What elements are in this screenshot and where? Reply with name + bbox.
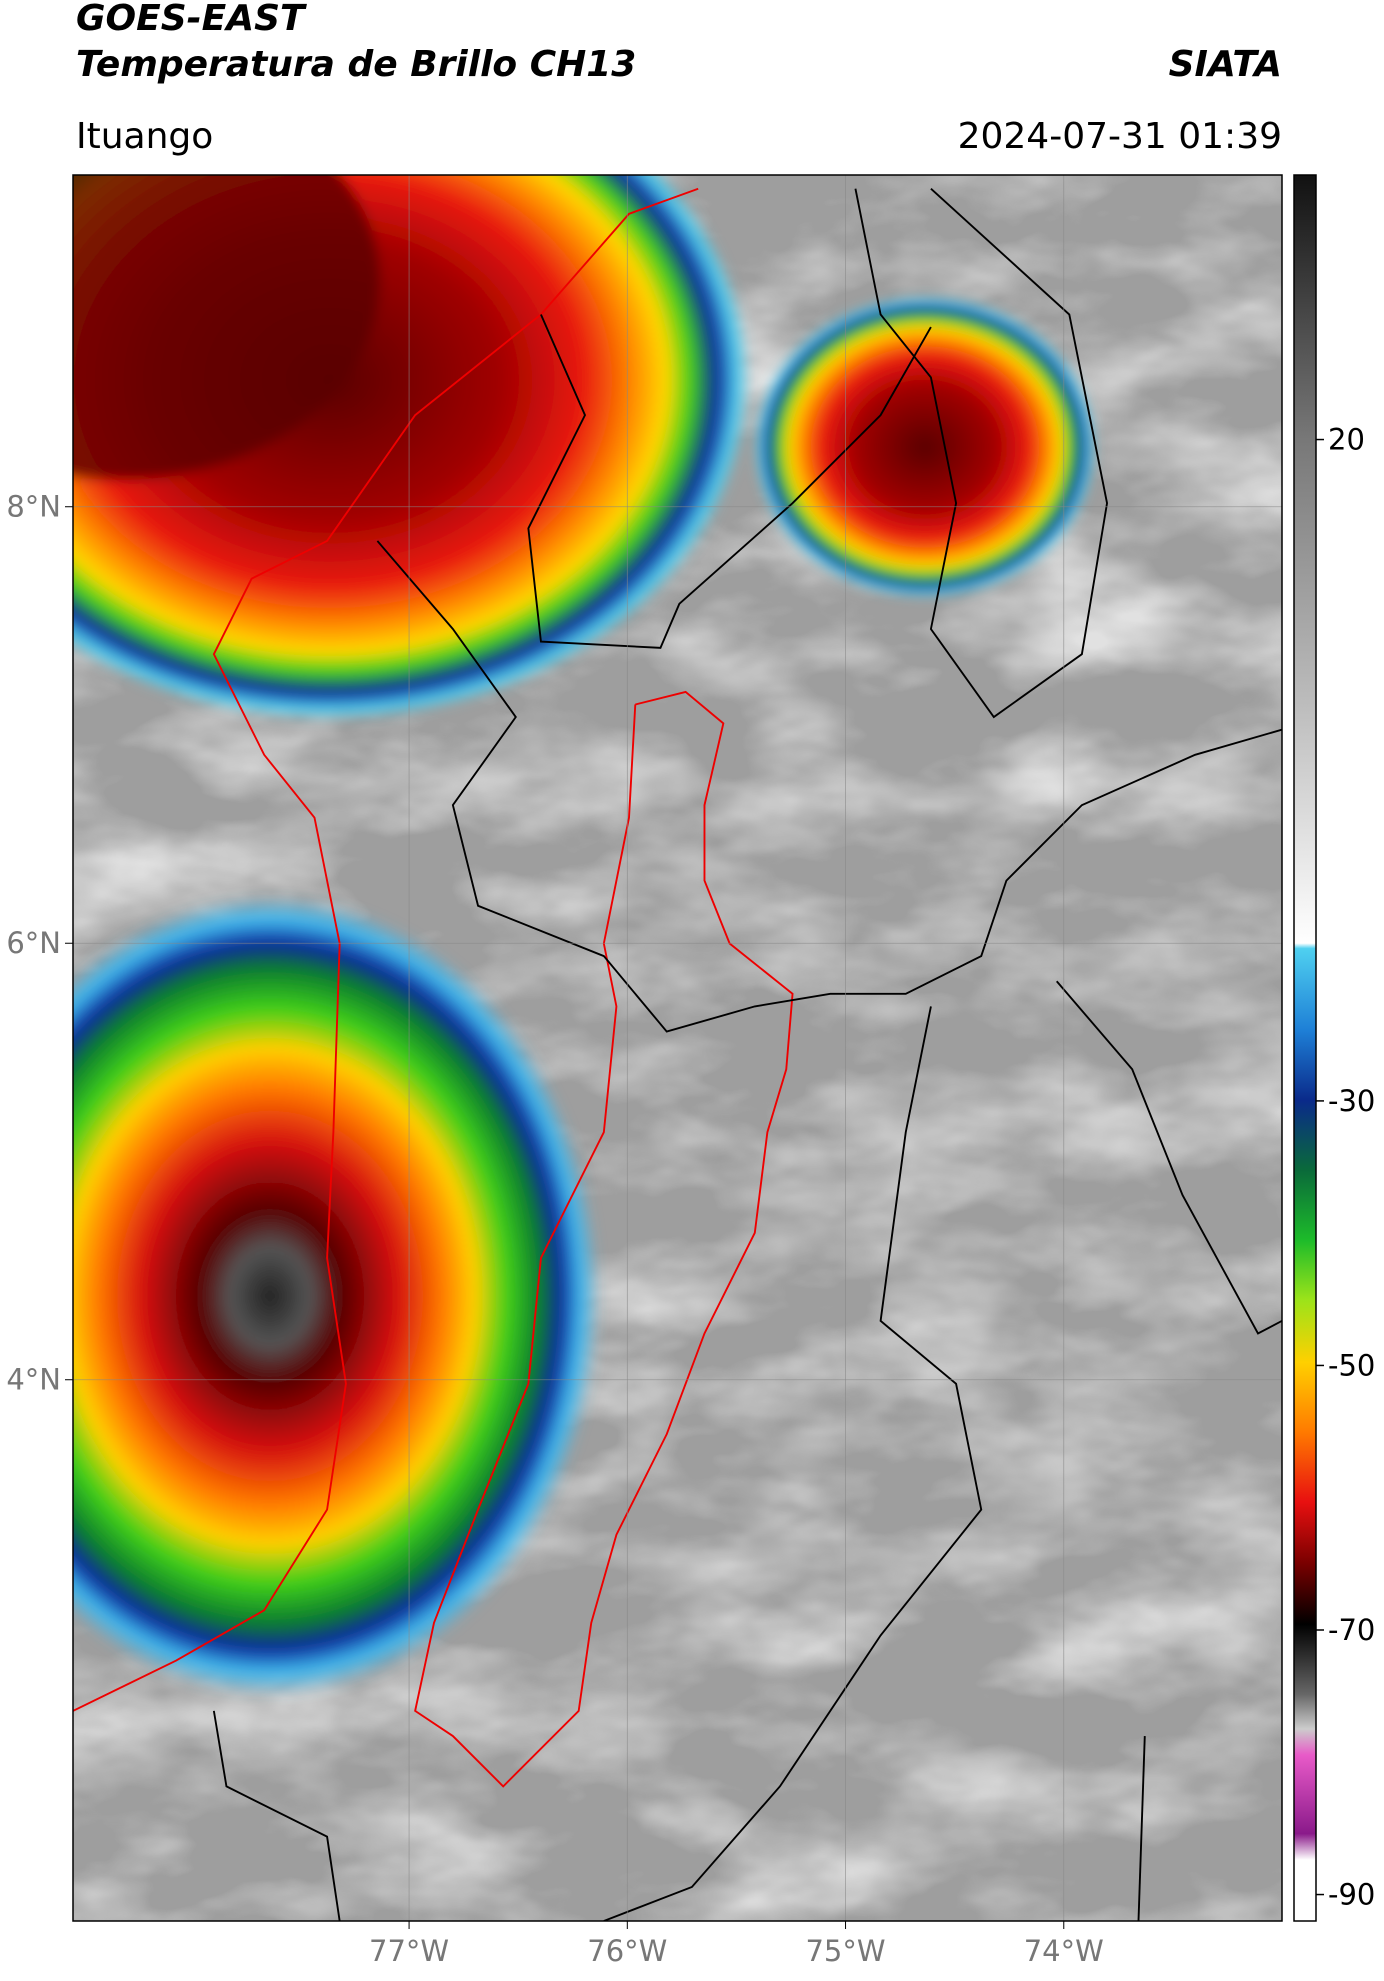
- lat-label: 6°N: [6, 926, 61, 960]
- lon-label: 75°W: [805, 1934, 885, 1968]
- satellite-image: [73, 175, 1282, 1921]
- location: Ituango: [76, 116, 213, 157]
- timestamp: 2024-07-31 01:39: [958, 116, 1282, 157]
- colorbar: [1293, 174, 1317, 1922]
- title: GOES-EAST: [76, 0, 307, 39]
- colorbar-label: -90: [1328, 1878, 1375, 1912]
- source: SIATA: [1169, 44, 1282, 85]
- lat-label: 8°N: [6, 490, 61, 524]
- colorbar-label: 20: [1328, 423, 1365, 457]
- subtitle: Temperatura de Brillo CH13: [76, 44, 636, 85]
- colorbar-label: -50: [1328, 1348, 1375, 1382]
- lon-label: 77°W: [369, 1934, 449, 1968]
- colorbar-label: -70: [1328, 1613, 1375, 1647]
- lat-label: 4°N: [6, 1363, 61, 1397]
- colorbar-label: -30: [1328, 1084, 1375, 1118]
- lon-label: 76°W: [587, 1934, 667, 1968]
- map-frame: [72, 174, 1283, 1922]
- lon-label: 74°W: [1024, 1934, 1104, 1968]
- graticule: [73, 175, 1282, 1921]
